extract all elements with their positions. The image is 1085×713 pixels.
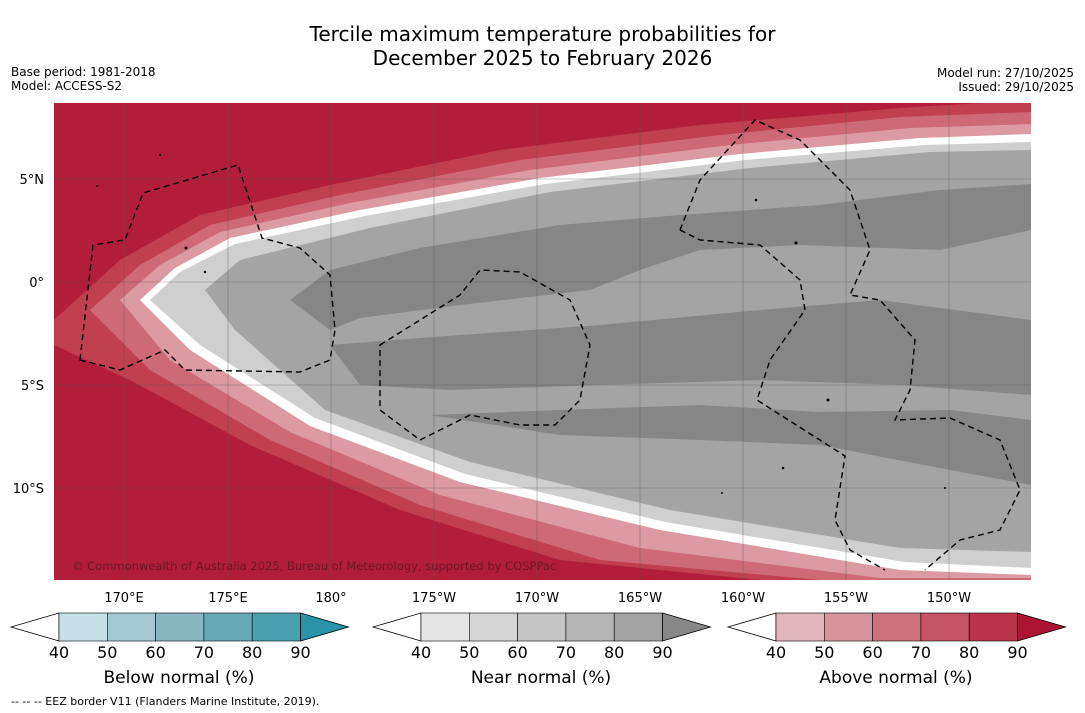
colorbar-tick: 60 xyxy=(507,643,528,662)
lat-labels: 5°N 0° 5°S 10°S xyxy=(13,173,44,497)
above-normal-label: Above normal (%) xyxy=(819,668,973,688)
colorbar-segment xyxy=(107,612,156,642)
lon-label: 150°W xyxy=(927,591,971,606)
colorbar-below-normal xyxy=(9,612,350,642)
colorbar-tick: 80 xyxy=(242,643,263,662)
colorbar-extend-low xyxy=(726,612,777,642)
colorbar-above-normal xyxy=(726,612,1067,642)
meta-left: Base period: 1981-2018 Model: ACCESS-S2 xyxy=(11,65,156,93)
colorbar-segment xyxy=(920,612,970,642)
colorbar-segment xyxy=(775,612,825,642)
colorbar-segment xyxy=(517,612,567,642)
colorbar-segment xyxy=(968,612,1018,642)
colorbar-segment xyxy=(468,612,518,642)
colorbar-segment xyxy=(58,612,108,642)
issued-date: Issued: 29/10/2025 xyxy=(958,80,1074,94)
colorbar-tick: 70 xyxy=(193,643,215,662)
copyright-text: © Commonwealth of Australia 2025, Bureau… xyxy=(72,559,556,573)
lon-label: 160°W xyxy=(721,591,765,606)
colorbar-tick: 80 xyxy=(604,643,625,662)
lat-label: 10°S xyxy=(13,482,44,497)
colorbar-segment xyxy=(565,612,615,642)
lon-label: 175°E xyxy=(208,591,248,606)
colorbar-extend-low xyxy=(9,612,60,642)
title-line-1: Tercile maximum temperature probabilitie… xyxy=(309,22,776,46)
colorbar-extend-low xyxy=(371,612,422,642)
lon-label: 170°W xyxy=(515,591,559,606)
colorbar-segment xyxy=(420,612,470,642)
colorbar-tick: 70 xyxy=(910,643,932,662)
meta-right: Model run: 27/10/2025 Issued: 29/10/2025 xyxy=(937,66,1074,94)
model-run: Model run: 27/10/2025 xyxy=(936,66,1074,80)
colorbar-tick: 50 xyxy=(814,643,835,662)
near-normal-label: Near normal (%) xyxy=(470,668,612,688)
eez-borders xyxy=(79,119,1021,571)
map-title: Tercile maximum temperature probabilitie… xyxy=(0,22,1085,70)
colorbar-tick: 90 xyxy=(1007,643,1028,662)
colorbar-segment xyxy=(823,612,873,642)
colorbar-tick: 60 xyxy=(145,643,166,662)
colorbar-tick: 60 xyxy=(862,643,883,662)
colorbar-tick: 90 xyxy=(290,643,311,662)
lat-label: 5°N xyxy=(20,173,45,188)
lon-labels: 170°E 175°E 180° 175°W 170°W 165°W 160°W… xyxy=(104,591,971,606)
band-near-90-south xyxy=(330,300,1031,395)
lat-label: 0° xyxy=(29,276,44,291)
lon-label: 170°E xyxy=(104,591,144,606)
lat-label: 5°S xyxy=(21,379,44,394)
title-line-2: December 2025 to February 2026 xyxy=(372,46,713,70)
colorbar-segment xyxy=(251,612,301,642)
colorbar-segment xyxy=(613,612,663,642)
map-panel: © Commonwealth of Australia 2025, Bureau… xyxy=(54,103,1031,580)
lon-label: 175°W xyxy=(412,591,456,606)
colorbar-segment xyxy=(203,612,253,642)
model-name: Model: ACCESS-S2 xyxy=(11,79,123,93)
colorbar-extend-high xyxy=(1017,612,1067,642)
below-normal-label: Below normal (%) xyxy=(103,668,255,688)
eez-footnote: -- -- -- EEZ border V11 (Flanders Marine… xyxy=(11,695,320,708)
colorbar-tick: 40 xyxy=(410,643,432,662)
colorbar-tick: 50 xyxy=(459,643,480,662)
colorbar-tick: 90 xyxy=(652,643,673,662)
lon-label: 155°W xyxy=(824,591,868,606)
colorbar-segment xyxy=(872,612,922,642)
graticule xyxy=(54,103,1031,580)
lon-label: 180° xyxy=(315,591,346,606)
colorbar-extend-high xyxy=(662,612,712,642)
colorbar-tick: 50 xyxy=(97,643,118,662)
island-markers xyxy=(96,154,946,494)
colorbar-near-normal xyxy=(371,612,712,642)
base-period: Base period: 1981-2018 xyxy=(11,65,156,79)
colorbar-tick: 70 xyxy=(555,643,577,662)
colorbar-extend-high xyxy=(300,612,350,642)
colorbar-segment xyxy=(155,612,205,642)
band-near-90-east xyxy=(430,405,1031,485)
colorbar-tick: 40 xyxy=(48,643,70,662)
colorbar-tick: 40 xyxy=(765,643,787,662)
lon-label: 165°W xyxy=(618,591,662,606)
colorbar-tick: 80 xyxy=(959,643,980,662)
